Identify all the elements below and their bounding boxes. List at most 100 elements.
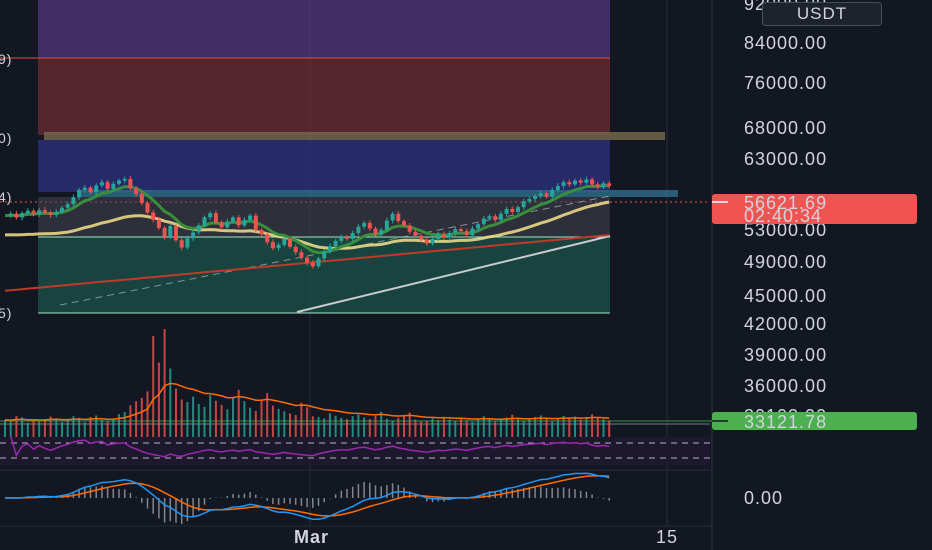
candle-body (567, 182, 572, 185)
candle-body (555, 186, 560, 190)
volume-bar (66, 419, 69, 437)
volume-bar (334, 415, 337, 437)
candle-body (322, 251, 327, 259)
last-price-badge (712, 194, 917, 224)
candle-body (316, 258, 321, 267)
volume-bar (357, 414, 360, 437)
candle-body (105, 182, 110, 189)
candle-body (88, 187, 93, 193)
candle-body (453, 229, 458, 234)
volume-bar (106, 421, 109, 437)
candle-body (550, 189, 555, 197)
volume-bar (49, 416, 52, 437)
candle-body (396, 213, 401, 222)
macd-histogram-bar (386, 485, 388, 498)
candle-body (327, 246, 332, 252)
candle-body (339, 236, 344, 241)
volume-bar (163, 329, 166, 437)
candle-body (14, 213, 19, 218)
candle-body (436, 234, 441, 239)
macd-histogram-bar (437, 498, 439, 502)
macd-histogram-bar (300, 498, 303, 506)
volume-bar (425, 420, 428, 437)
volume-bar (568, 418, 571, 437)
volume-bar (477, 419, 480, 437)
zone-purple (38, 0, 610, 58)
macd-histogram-bar (123, 489, 126, 498)
candle-body (162, 227, 167, 237)
macd-histogram-bar (209, 498, 211, 500)
candle-body (504, 208, 509, 214)
volume-bar (169, 368, 172, 437)
volume-bar (4, 419, 6, 437)
macd-histogram-bar (283, 498, 286, 504)
macd-histogram-bar (152, 498, 154, 514)
candle-body (544, 193, 549, 197)
macd-histogram-bar (146, 498, 149, 509)
candle-body (373, 228, 378, 235)
volume-bar (186, 401, 189, 437)
candle-body (533, 196, 538, 200)
candle-body (139, 193, 144, 204)
macd-histogram-bar (277, 498, 280, 505)
candle-body (128, 178, 133, 189)
candle-body (390, 213, 395, 221)
volume-bar (317, 417, 320, 437)
volume-bar (511, 414, 514, 437)
volume-bar (306, 407, 309, 437)
candle-body (402, 221, 406, 226)
volume-bar (254, 410, 257, 437)
volume-bar (414, 419, 417, 437)
macd-histogram-bar (545, 488, 548, 498)
volume-bar (135, 401, 138, 437)
currency-selector[interactable]: USDT (762, 2, 882, 26)
candle-body (470, 228, 475, 235)
rsi-pane (0, 437, 710, 465)
candle-body (310, 262, 315, 267)
macd-histogram-bar (272, 498, 274, 505)
candle-body (111, 183, 116, 189)
candle-body (219, 222, 224, 228)
macd-histogram-bar (198, 498, 200, 512)
volume-bar (374, 415, 377, 437)
macd-histogram-bar (414, 494, 417, 498)
macd-histogram-bar (528, 487, 531, 498)
trend-line (296, 235, 611, 313)
volume-bar (243, 401, 246, 437)
volume-bar (545, 419, 548, 437)
candle-body (481, 218, 486, 225)
candle-body (231, 217, 235, 222)
volume-bar (391, 420, 394, 437)
macd-histogram-bar (118, 489, 120, 498)
ema-mid-line (4, 200, 610, 250)
rsi-line (9, 435, 610, 458)
volume-bars (4, 329, 611, 437)
macd-histogram-bar (158, 498, 160, 519)
macd-histogram-bar (260, 497, 263, 498)
price-tick-53000: 53000.00 (744, 220, 827, 240)
price-tick-49000: 49000.00 (744, 252, 827, 272)
candle-body (573, 180, 577, 185)
level-mark-teal: 4) (0, 189, 12, 205)
macd-histogram-bar (351, 486, 354, 498)
level-mark-green: 5) (0, 305, 12, 321)
candle-body (174, 226, 178, 241)
macd-zero-tick: 0.00 (744, 488, 783, 508)
macd-histogram-bar (408, 491, 411, 498)
volume-bar (26, 422, 29, 437)
volume-bar (403, 415, 405, 437)
macd-histogram-bar (237, 494, 240, 498)
price-tick-76000: 76000.00 (744, 73, 827, 93)
volume-bar (289, 413, 291, 437)
candle-body (191, 232, 196, 239)
candle-body (270, 242, 275, 249)
volume-bar (528, 418, 531, 437)
candle-body (362, 222, 367, 227)
volume-bar (591, 414, 594, 437)
candle-body (419, 235, 424, 240)
macd-histogram-bar (203, 498, 206, 505)
volume-bar (140, 397, 143, 437)
volume-bar (100, 419, 103, 437)
macd-histogram-bar (226, 496, 229, 498)
